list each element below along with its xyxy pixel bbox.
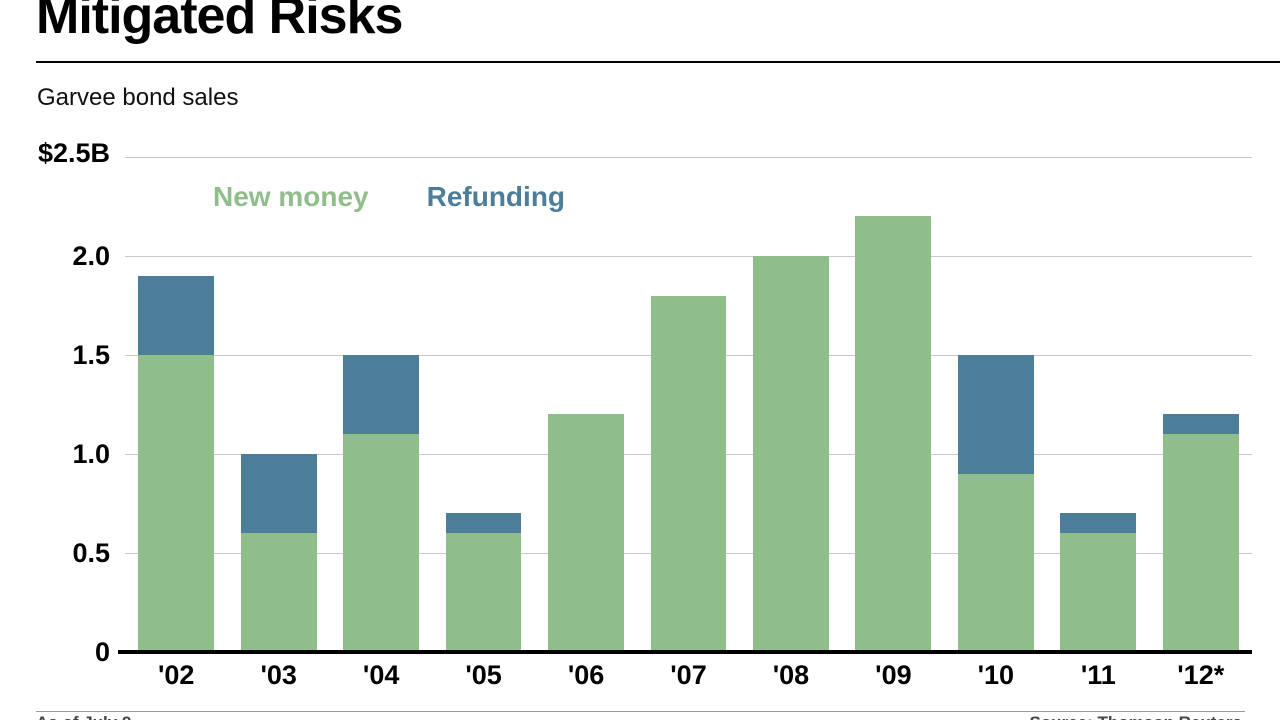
x-tick-label: '11 [1080, 660, 1116, 690]
bar-segment-refunding [1060, 513, 1137, 534]
bar-segment-new-money [548, 414, 624, 652]
bar-segment-new-money [957, 473, 1034, 652]
bar-segment-refunding [343, 355, 420, 435]
bar-stack [1162, 414, 1239, 652]
bar-stack [855, 216, 932, 652]
x-tick-label: '09 [875, 660, 912, 690]
bar-slot-08 [740, 157, 842, 652]
x-axis-tick-labels: '02 '03 '04 '05 '06 '07 '08 '09 '10 '11 '12* [125, 660, 1252, 691]
x-tick-label: '03 [260, 660, 297, 690]
y-tick-label: 0 [94, 637, 110, 667]
bar-stack [1060, 513, 1137, 652]
bar-segment-new-money [1060, 533, 1137, 652]
bar-segment-new-money [240, 533, 317, 652]
x-tick-label: '10 [977, 660, 1015, 690]
y-tick-label: 0.5 [72, 538, 110, 568]
bar-series [125, 157, 1252, 652]
bar-segment-refunding [445, 513, 522, 534]
bar-slot-10 [945, 157, 1047, 652]
legend-item-refunding: Refunding [426, 181, 566, 212]
bar-slot-05 [432, 157, 534, 652]
x-axis-baseline [118, 650, 1252, 654]
bar-stack [753, 256, 829, 652]
bar-segment-new-money [1162, 434, 1239, 652]
legend: New money Refunding [213, 181, 565, 213]
bar-segment-refunding [1162, 414, 1239, 435]
bar-slot-12 [1150, 157, 1252, 652]
bar-slot-06 [535, 157, 637, 652]
bar-segment-new-money [138, 355, 215, 652]
bar-segment-new-money [343, 434, 420, 652]
x-tick-label: '06 [567, 660, 605, 690]
legend-item-new-money: New money [213, 181, 369, 212]
x-tick-label: '12* [1177, 660, 1225, 690]
bar-stack [650, 295, 727, 652]
chart-subtitle: Garvee bond sales [37, 84, 239, 111]
bar-slot-07 [637, 157, 739, 652]
y-tick-label: 1.5 [72, 340, 110, 370]
bar-stack [445, 513, 522, 652]
bar-segment-new-money [650, 295, 727, 652]
bar-segment-refunding [240, 454, 317, 534]
gridline-2.5 [125, 156, 1252, 158]
footer-divider [36, 711, 1245, 712]
bar-stack [548, 414, 624, 652]
y-axis-unit-label: $2.5B [38, 138, 111, 168]
x-tick-label: '02 [158, 660, 195, 690]
x-tick-label: '07 [670, 660, 707, 690]
bar-stack [957, 355, 1034, 652]
x-tick-label: '08 [772, 660, 810, 690]
bar-slot-11 [1047, 157, 1149, 652]
bar-segment-new-money [855, 216, 932, 652]
bar-slot-03 [227, 157, 329, 652]
bar-slot-04 [330, 157, 432, 652]
x-tick-label: '05 [465, 660, 502, 690]
footer-source: Source: Thomson Reuters [1029, 713, 1242, 720]
y-tick-label: 1.0 [72, 439, 110, 469]
bar-segment-refunding [957, 355, 1034, 474]
title-divider [36, 61, 1280, 63]
bar-slot-02 [125, 157, 227, 652]
footer-note: As of July 9 [36, 713, 131, 720]
plot-area: New money Refunding [125, 156, 1252, 652]
chart-title: Mitigated Risks [36, 0, 403, 45]
bar-stack [240, 454, 317, 652]
bar-stack [343, 355, 420, 652]
x-tick-label: '04 [362, 660, 400, 690]
gridline-2 [125, 255, 1252, 257]
bar-slot-09 [842, 157, 944, 652]
bar-segment-refunding [138, 275, 215, 355]
bar-segment-new-money [445, 533, 522, 652]
bar-stack [138, 275, 215, 652]
bar-segment-new-money [753, 256, 829, 652]
y-tick-label: 2.0 [72, 241, 110, 271]
